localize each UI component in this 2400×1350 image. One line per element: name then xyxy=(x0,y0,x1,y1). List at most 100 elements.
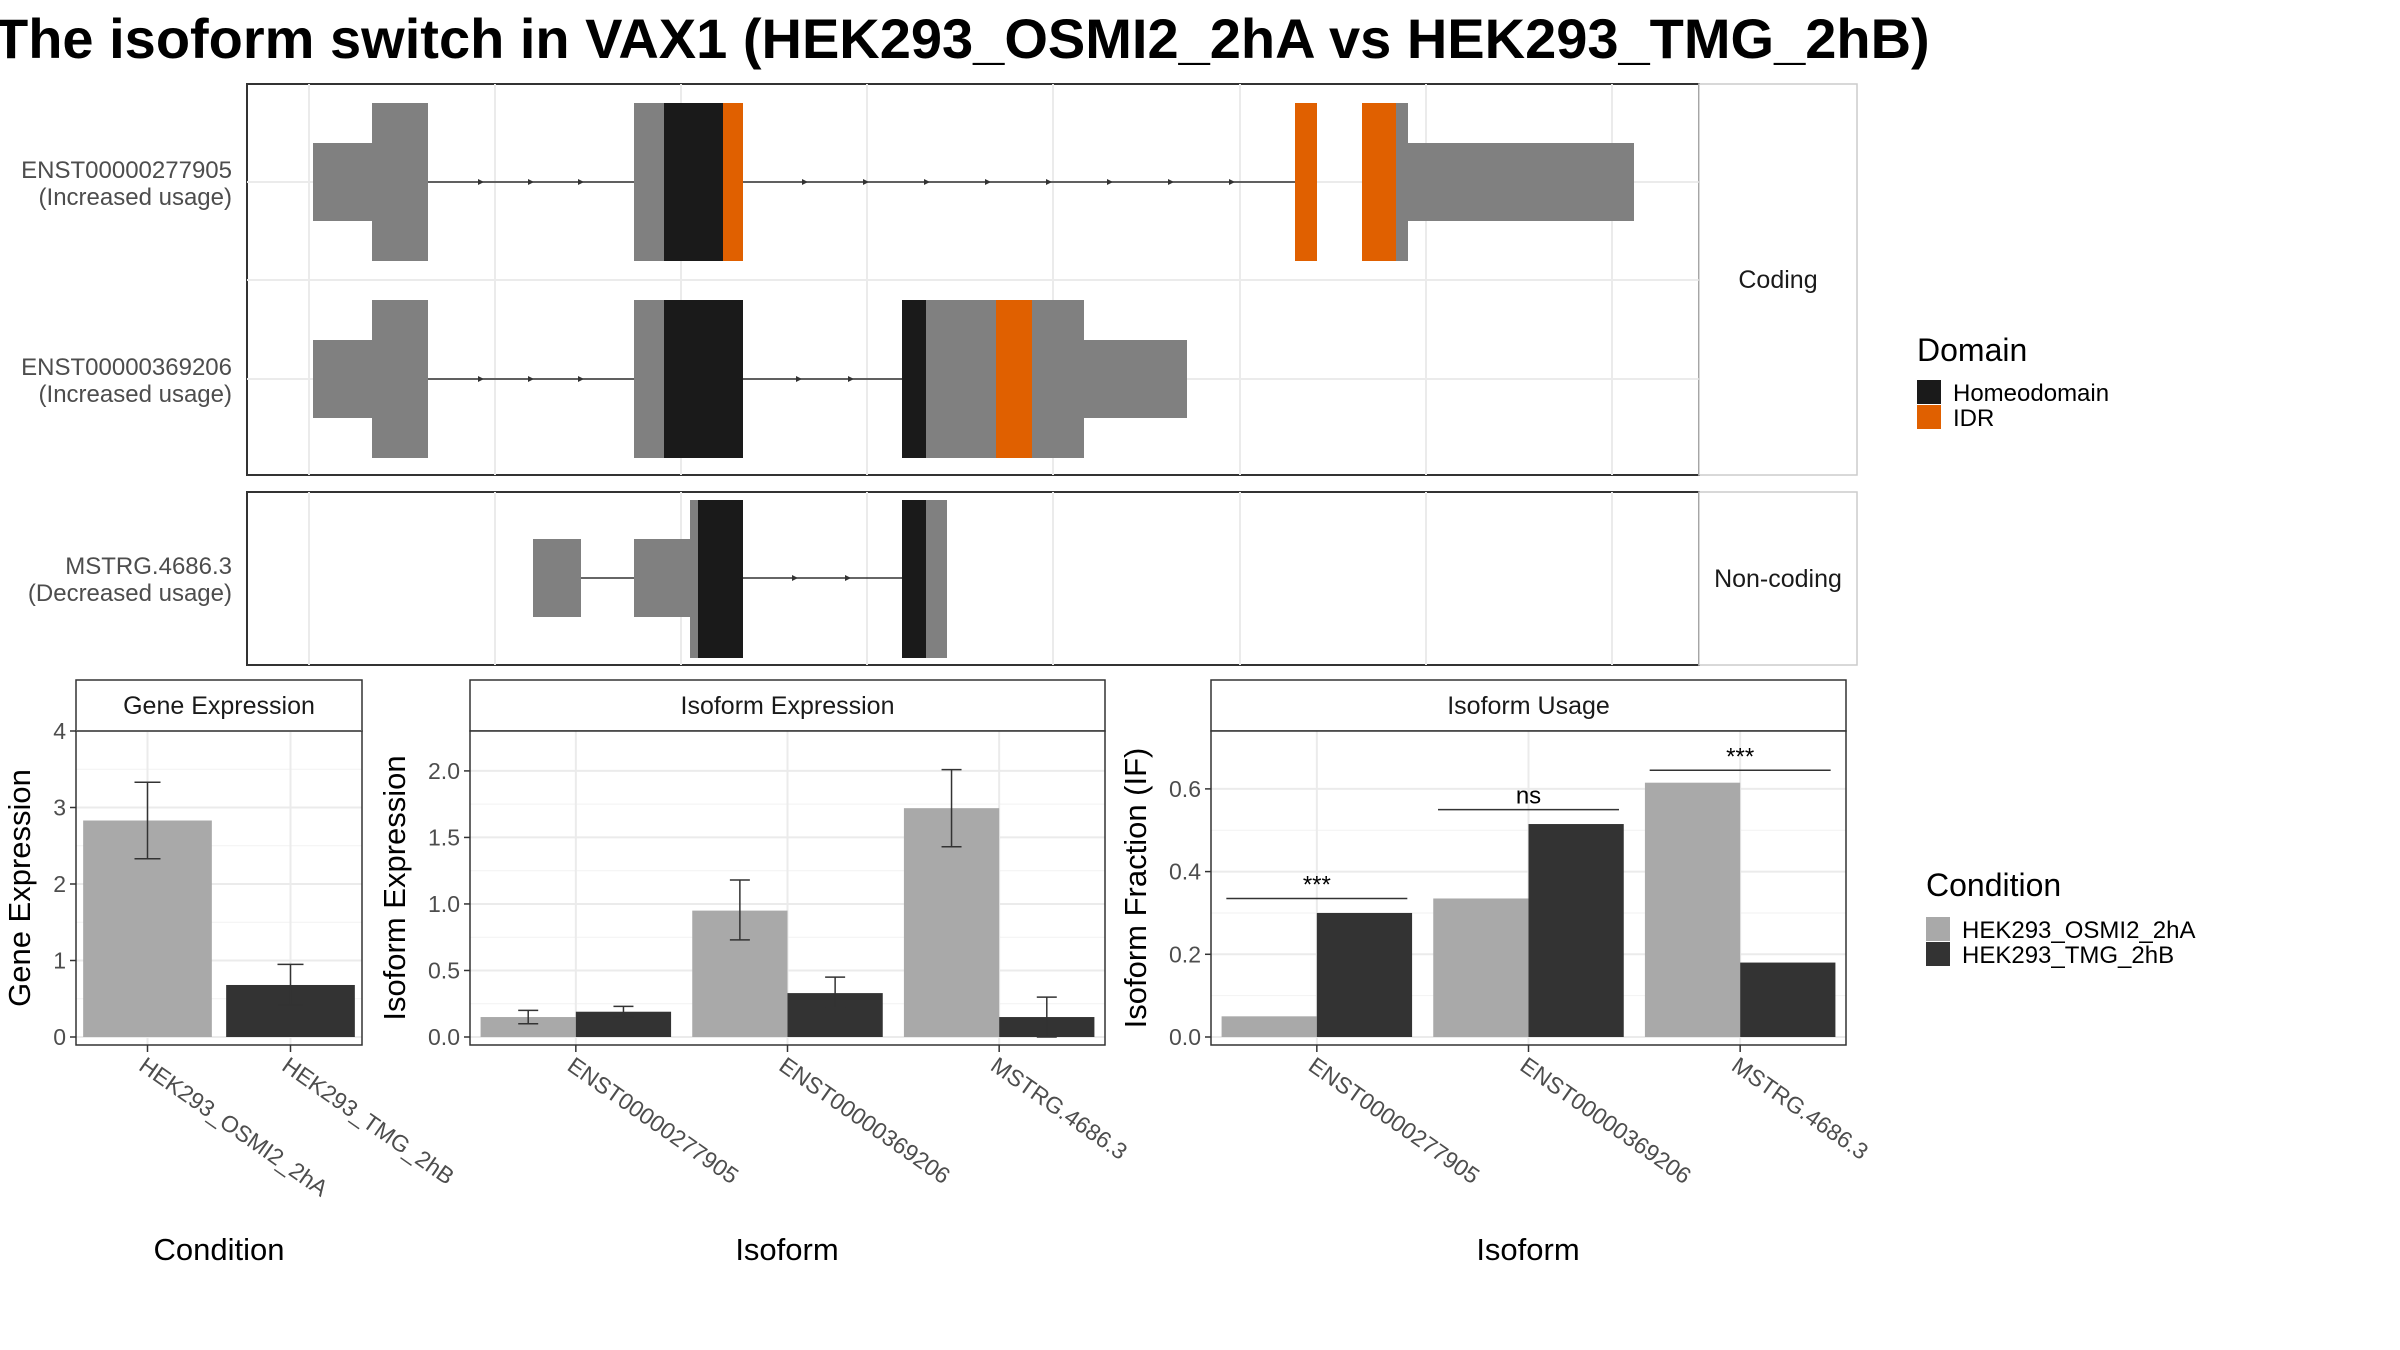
condition-legend-title: Condition xyxy=(1926,867,2061,903)
utr-exon xyxy=(313,340,373,418)
x-tick-label: MSTRG.4686.3 xyxy=(986,1052,1132,1165)
y-tick-label: 0.6 xyxy=(1169,776,1201,802)
isoform-expression-chart: Isoform Expression 0.0 0.5 1.0 1.5 2.0 ENST000… xyxy=(377,679,1132,1267)
bar-condition-a xyxy=(480,1017,576,1037)
y-tick-label: 0.5 xyxy=(428,957,460,983)
x-axis-title: Condition xyxy=(154,1232,285,1267)
y-tick-label: 1 xyxy=(53,948,66,974)
track-label-name: ENST00000369206 xyxy=(21,354,232,381)
idr-region xyxy=(1362,103,1396,261)
transcript-track-mstrg-4686-3 xyxy=(533,500,947,658)
coding-exon xyxy=(372,300,428,458)
coding-exon xyxy=(926,300,996,458)
coding-strip-label: Coding xyxy=(1738,266,1817,294)
y-tick-label: 1.0 xyxy=(428,891,460,917)
utr-exon xyxy=(313,143,373,221)
coding-exon xyxy=(634,103,664,261)
panel-strip xyxy=(75,679,363,732)
panel-border xyxy=(75,730,363,1046)
x-tick-label: ENST00000277905 xyxy=(1304,1052,1484,1189)
y-tick-label: 1.5 xyxy=(428,824,460,850)
track-label-name: ENST00000277905 xyxy=(21,157,232,184)
bar-condition-a xyxy=(1221,1016,1317,1037)
y-tick-label: 0 xyxy=(53,1024,66,1050)
condition-a-legend-label: HEK293_OSMI2_2hA xyxy=(1962,917,2195,944)
coding-facet: Coding xyxy=(246,83,1858,476)
transcript-track-enst00000369206 xyxy=(313,300,1187,458)
panel-strip-title: Isoform Expression xyxy=(681,692,895,720)
panel-border xyxy=(1210,730,1847,1046)
noncoding-strip xyxy=(1698,491,1858,666)
intron-arrows xyxy=(478,376,854,382)
noncoding-exon xyxy=(533,539,581,617)
significance-label: ns xyxy=(1516,783,1541,810)
track-label-status: (Decreased usage) xyxy=(28,580,232,607)
y-axis-title: Isoform Fraction (IF) xyxy=(1118,748,1153,1029)
figure-title: The isoform switch in VAX1 (HEK293_OSMI2… xyxy=(0,7,1930,70)
bar-condition-a xyxy=(1433,898,1529,1037)
condition-b-legend-label: HEK293_TMG_2hB xyxy=(1962,942,2174,969)
bar-condition-a xyxy=(1644,782,1741,1037)
domain-legend: Domain Homeodomain IDR xyxy=(1917,332,2109,432)
condition-legend: Condition HEK293_OSMI2_2hA HEK293_TMG_2h… xyxy=(1926,867,2195,969)
coding-exon xyxy=(634,300,664,458)
bar-condition-b xyxy=(1740,962,1836,1037)
y-tick-label: 0.4 xyxy=(1169,859,1201,885)
panel-strip-title: Isoform Usage xyxy=(1447,692,1610,720)
x-tick-label: ENST00000369206 xyxy=(775,1052,955,1189)
noncoding-exon xyxy=(926,500,947,658)
significance-label: *** xyxy=(1726,743,1754,770)
x-axis-title: Isoform xyxy=(735,1232,838,1267)
idr-legend-label: IDR xyxy=(1953,405,1994,432)
track-label-status: (Increased usage) xyxy=(39,184,232,211)
noncoding-exon xyxy=(634,539,690,617)
significance-label: *** xyxy=(1303,871,1331,898)
noncoding-exon xyxy=(690,500,698,658)
panel-strip xyxy=(469,679,1106,732)
intron-arrows xyxy=(478,179,1235,185)
x-axis-title: Isoform xyxy=(1476,1232,1579,1267)
utr-exon xyxy=(1084,340,1187,418)
coding-exon xyxy=(1396,103,1408,261)
y-tick-label: 2.0 xyxy=(428,758,460,784)
isoform-usage-chart: Isoform Usage 0.0 0.2 0.4 0.6 *** ENST00000277… xyxy=(1118,679,1873,1267)
y-tick-label: 0.0 xyxy=(428,1024,460,1050)
panel-strip-title: Gene Expression xyxy=(123,692,315,720)
y-tick-label: 4 xyxy=(53,718,66,744)
homeodomain-region xyxy=(664,300,743,458)
noncoding-strip-label: Non-coding xyxy=(1714,565,1842,593)
y-axis-title: Gene Expression xyxy=(2,769,37,1007)
condition-a-swatch xyxy=(1926,917,1950,941)
bar-condition-b xyxy=(1528,824,1624,1037)
x-tick-label: ENST00000277905 xyxy=(563,1052,743,1189)
idr-swatch xyxy=(1917,405,1941,429)
x-tick-label: ENST00000369206 xyxy=(1516,1052,1696,1189)
y-tick-label: 0.2 xyxy=(1169,941,1201,967)
intron-arrows xyxy=(792,575,851,581)
homeodomain-region xyxy=(902,300,926,458)
track-label-name: MSTRG.4686.3 xyxy=(65,553,232,580)
y-tick-label: 3 xyxy=(53,795,66,821)
y-axis-title: Isoform Expression xyxy=(377,755,412,1020)
coding-exon xyxy=(372,103,428,261)
coding-strip xyxy=(1698,83,1858,476)
coding-exon xyxy=(1032,300,1084,458)
bar-condition-b xyxy=(1316,912,1413,1037)
panel-strip xyxy=(1210,679,1847,732)
homeodomain-region xyxy=(698,500,743,658)
homeodomain-legend-label: Homeodomain xyxy=(1953,380,2109,407)
homeodomain-region xyxy=(902,500,926,658)
y-tick-label: 2 xyxy=(53,871,66,897)
idr-region xyxy=(723,103,743,261)
noncoding-facet: Non-coding xyxy=(246,491,1858,666)
homeodomain-region xyxy=(664,103,723,261)
x-tick-label: MSTRG.4686.3 xyxy=(1727,1052,1873,1165)
y-tick-label: 0.0 xyxy=(1169,1024,1201,1050)
idr-region xyxy=(1295,103,1317,261)
idr-region xyxy=(996,300,1032,458)
homeodomain-swatch xyxy=(1917,380,1941,404)
utr-exon xyxy=(1408,143,1634,221)
panel-border xyxy=(469,730,1106,1046)
transcript-track-enst00000277905 xyxy=(313,103,1634,261)
